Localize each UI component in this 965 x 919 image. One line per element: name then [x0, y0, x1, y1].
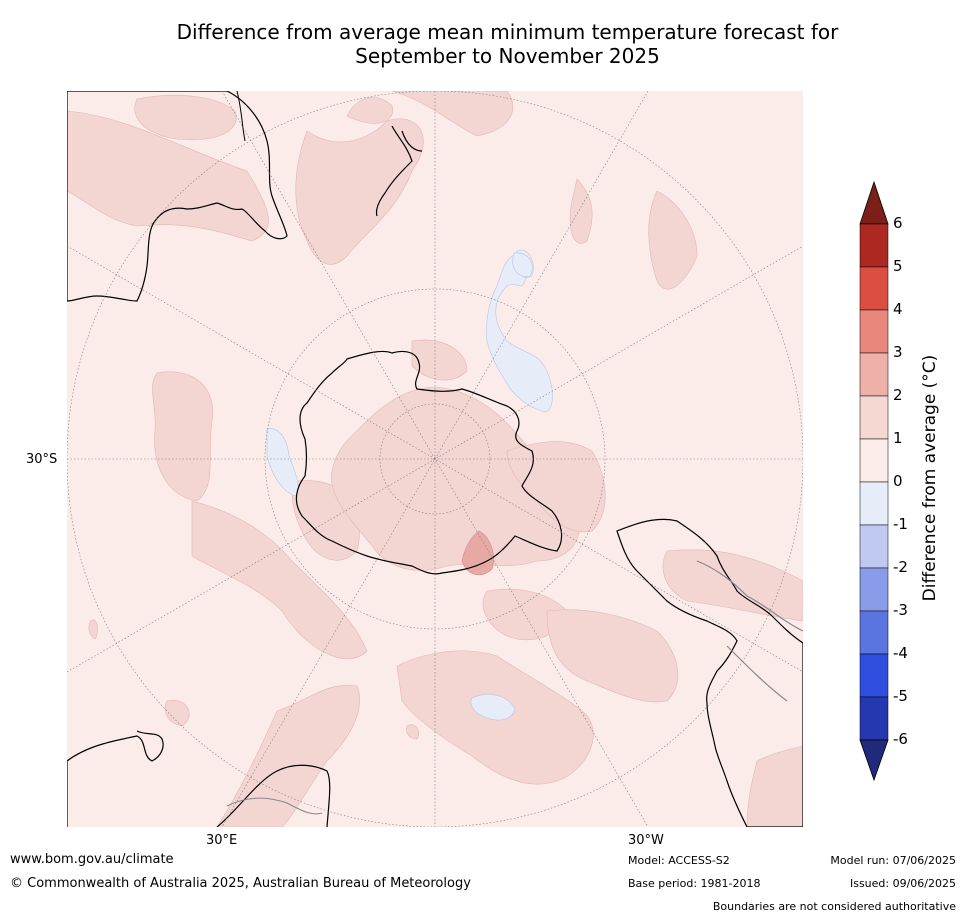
footer-issued: Issued: 09/06/2025: [849, 877, 956, 890]
lat-label-30s: 30°S: [26, 452, 58, 467]
antarctica-coastline: [295, 350, 563, 575]
colorbar-tick-label: 1: [893, 429, 903, 447]
colorbar-tick-label: -2: [893, 558, 908, 576]
colorbar-over-arrow: [859, 180, 889, 225]
footer-model: Model: ACCESS-S2: [628, 854, 730, 867]
colorbar: [859, 180, 889, 782]
colorbar-tick-label: -4: [893, 644, 908, 662]
colorbar-under-arrow: [859, 739, 889, 782]
colorbar-bin: [859, 266, 889, 311]
colorbar-tick-label: -6: [893, 730, 908, 748]
colorbar-tick-label: 6: [893, 214, 903, 232]
footer-copyright: © Commonwealth of Australia 2025, Austra…: [10, 876, 471, 891]
colorbar-tick-label: -1: [893, 515, 908, 533]
colorbar-tick-label: -3: [893, 601, 908, 619]
colorbar-bin: [859, 395, 889, 440]
temperature-anomaly-map: [67, 91, 803, 827]
colorbar-tick-label: 4: [893, 300, 903, 318]
australia-borders: [226, 797, 323, 815]
australia-coastline: [67, 730, 331, 827]
anomaly-2-3-area: [461, 530, 494, 576]
title-line-1: Difference from average mean minimum tem…: [176, 20, 839, 44]
anomaly-negative-areas: [266, 249, 553, 721]
colorbar-bin: [859, 309, 889, 354]
colorbar-bin: [859, 567, 889, 612]
colorbar-tick-label: -5: [893, 687, 908, 705]
colorbar-bin: [859, 223, 889, 268]
colorbar-bin: [859, 524, 889, 569]
title-line-2: September to November 2025: [355, 44, 660, 68]
africa-coastline: [67, 91, 288, 302]
madagascar-coastline: [236, 91, 246, 142]
colorbar-bin: [859, 352, 889, 397]
colorbar-tick-label: 5: [893, 257, 903, 275]
colorbar-bin: [859, 610, 889, 655]
colorbar-bin: [859, 696, 889, 741]
chart-title: Difference from average mean minimum tem…: [0, 20, 965, 68]
lon-label-30e: 30°E: [206, 833, 238, 848]
colorbar-tick-label: 0: [893, 472, 903, 490]
footer-base-period: Base period: 1981-2018: [628, 877, 761, 890]
new-zealand-coastline: [375, 125, 423, 217]
footer-model-run: Model run: 07/06/2025: [830, 854, 956, 867]
lon-label-30w: 30°W: [628, 833, 664, 848]
colorbar-bin: [859, 481, 889, 526]
gridlines: [67, 91, 803, 827]
colorbar-title: Difference from average (°C): [920, 354, 940, 602]
south-america-borders: [696, 560, 803, 702]
footer-url[interactable]: www.bom.gov.au/climate: [10, 852, 174, 867]
colorbar-tick-label: 3: [893, 343, 903, 361]
colorbar-tick-label: 2: [893, 386, 903, 404]
south-america-coastline: [616, 518, 803, 827]
footer-disclaimer: Boundaries are not considered authoritat…: [712, 900, 956, 913]
colorbar-bin: [859, 438, 889, 483]
colorbar-bin: [859, 653, 889, 698]
